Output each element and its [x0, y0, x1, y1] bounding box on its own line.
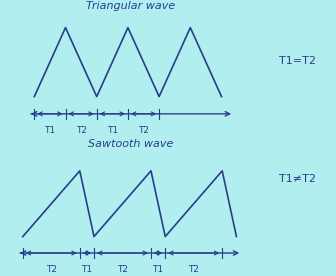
Text: T2: T2 [76, 126, 87, 135]
Text: T2: T2 [188, 265, 199, 274]
Text: T1≠T2: T1≠T2 [279, 174, 316, 184]
Text: T1=T2: T1=T2 [279, 56, 316, 66]
Text: T2: T2 [138, 126, 149, 135]
Text: T1: T1 [44, 126, 55, 135]
Text: Sawtooth wave: Sawtooth wave [88, 139, 174, 149]
Text: T1: T1 [153, 265, 164, 274]
Text: T2: T2 [46, 265, 57, 274]
Text: T1: T1 [81, 265, 92, 274]
Text: Triangular wave: Triangular wave [86, 1, 176, 11]
Text: T1: T1 [107, 126, 118, 135]
Text: T2: T2 [117, 265, 128, 274]
